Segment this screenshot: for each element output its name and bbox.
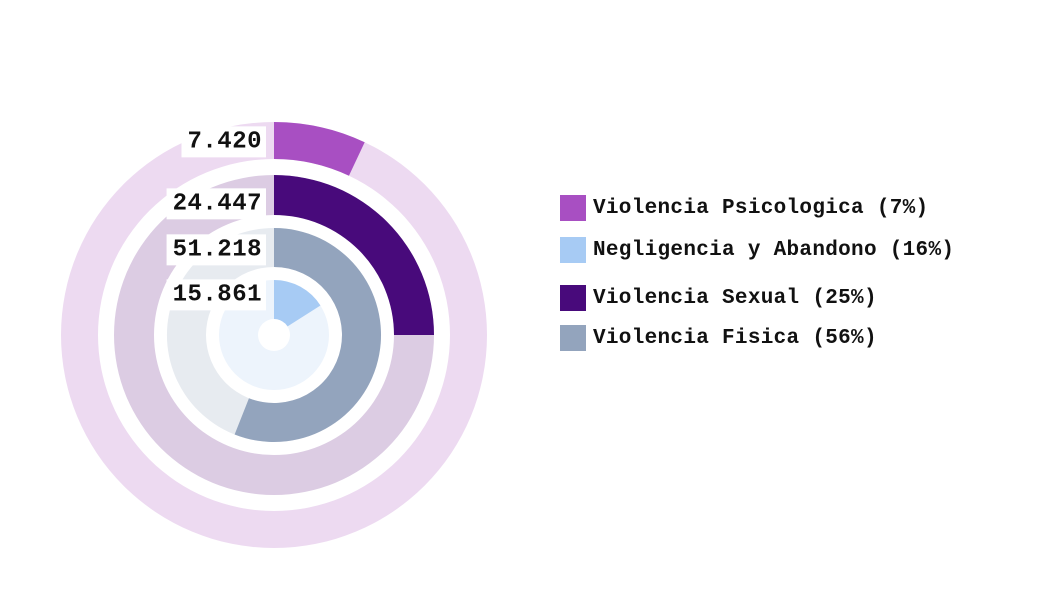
rings-group bbox=[61, 122, 487, 548]
ring-bar[interactable] bbox=[274, 122, 365, 176]
ring-value-label: 24.447 bbox=[173, 190, 262, 217]
ring-labels-group: 7.420 24.447 51.218 15.861 bbox=[166, 126, 266, 311]
radial-bar-chart: 7.420 24.447 51.218 15.861 bbox=[61, 122, 487, 548]
legend-label: Violencia Sexual (25%) bbox=[593, 286, 877, 310]
ring-value-label: 7.420 bbox=[187, 128, 262, 155]
legend-item-violencia-psicologica[interactable]: Violencia Psicologica (7%) bbox=[560, 194, 928, 222]
ring-value-label-bg bbox=[181, 126, 266, 158]
center-hole bbox=[258, 319, 290, 351]
ring-bar[interactable] bbox=[234, 228, 381, 442]
ring-bar[interactable] bbox=[274, 175, 434, 335]
legend-item-negligencia-abandono[interactable]: Negligencia y Abandono (16%) bbox=[560, 236, 954, 264]
legend-label: Violencia Psicologica (7%) bbox=[593, 196, 929, 220]
legend-swatch bbox=[560, 237, 586, 263]
ring-value-label-bg bbox=[166, 234, 266, 266]
legend-swatch bbox=[560, 285, 586, 311]
legend-swatch bbox=[560, 325, 586, 351]
legend-swatch bbox=[560, 195, 586, 221]
legend-item-violencia-fisica[interactable]: Violencia Fisica (56%) bbox=[560, 324, 877, 352]
legend-label: Violencia Fisica (56%) bbox=[593, 326, 877, 350]
legend-item-violencia-sexual[interactable]: Violencia Sexual (25%) bbox=[560, 284, 877, 312]
ring-bar[interactable] bbox=[274, 280, 321, 335]
ring-value-label: 51.218 bbox=[173, 236, 262, 263]
ring-value-label-bg bbox=[166, 188, 266, 220]
legend-label: Negligencia y Abandono (16%) bbox=[593, 238, 955, 262]
ring-value-label-bg bbox=[166, 279, 266, 311]
ring-value-label: 15.861 bbox=[173, 281, 262, 308]
